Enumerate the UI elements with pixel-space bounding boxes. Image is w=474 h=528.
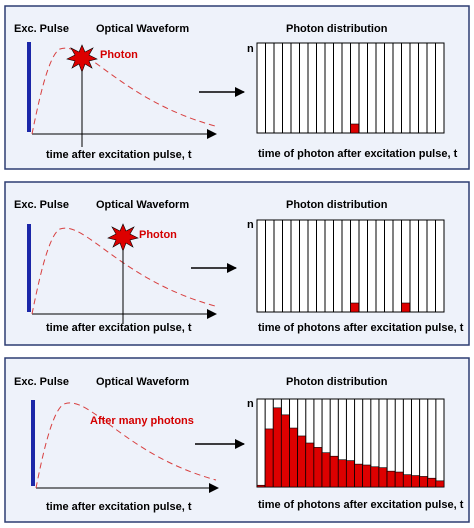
optical-waveform-label: Optical Waveform [96,199,189,211]
histogram-3 [256,398,445,488]
histogram-bar [350,123,360,134]
histogram-bar [354,463,363,488]
photon-burst-icon [107,223,139,252]
histogram-bar [370,466,380,488]
histogram-2 [256,219,445,313]
photon-distribution-label: Photon distribution [286,376,388,388]
histogram-bar [419,476,429,488]
histogram-x-axis-label: time of photons after excitation pulse, … [258,499,464,511]
waveform-x-axis-label: time after excitation pulse, t [46,322,192,334]
histogram-bar [281,414,290,488]
photon-label: Photon [100,49,138,61]
histogram-bar [289,427,298,488]
exc-pulse-label: Exc. Pulse [14,376,69,388]
excitation-pulse-bar [27,224,31,312]
histogram-bar [272,407,282,488]
histogram-bar [313,447,323,488]
histogram-bar [427,477,437,488]
exc-pulse-label: Exc. Pulse [14,199,69,211]
histogram-bar [305,442,315,488]
histogram-bar [256,484,266,488]
histogram-bar [411,475,420,488]
histogram-x-axis-label: time of photon after excitation pulse, t [258,148,458,160]
optical-waveform-label: Optical Waveform [96,23,189,35]
histogram-bar [394,471,404,488]
histogram-bar [329,455,339,488]
histogram-y-axis-label: n [247,219,254,231]
optical-waveform-curve [35,402,217,489]
histogram-x-axis-label: time of photons after excitation pulse, … [258,322,464,334]
histogram-bar [346,460,355,488]
excitation-pulse-bar [27,42,31,132]
waveform-x-axis-label: time after excitation pulse, t [46,501,192,513]
histogram-bar [264,428,274,488]
histogram-bar [435,480,445,488]
histogram-bar [321,452,331,488]
optical-waveform-label: Optical Waveform [96,376,189,388]
histogram-bar [401,302,411,313]
histogram-bar [403,474,412,488]
exc-pulse-label: Exc. Pulse [14,23,69,35]
histogram-bar [378,467,388,488]
histogram-bar [297,435,307,488]
after-many-photons-label: After many photons [90,415,194,427]
photon-distribution-label: Photon distribution [286,23,388,35]
histogram-bar [338,459,347,488]
photon-distribution-label: Photon distribution [286,199,388,211]
photon-label: Photon [139,229,177,241]
histogram-bar [386,470,396,488]
histogram-1 [256,42,445,134]
excitation-pulse-bar [31,400,35,486]
histogram-bar [350,302,360,313]
histogram-y-axis-label: n [247,43,254,55]
panel-2: Exc. Pulse Optical Waveform Photon time … [4,181,470,346]
panel-1: Exc. Pulse Optical Waveform Photon time … [4,5,470,170]
panel-3: Exc. Pulse Optical Waveform After many p… [4,357,470,523]
photon-burst-icon [66,44,98,73]
waveform-x-axis-label: time after excitation pulse, t [46,149,192,161]
histogram-bar [362,464,372,488]
histogram-y-axis-label: n [247,398,254,410]
